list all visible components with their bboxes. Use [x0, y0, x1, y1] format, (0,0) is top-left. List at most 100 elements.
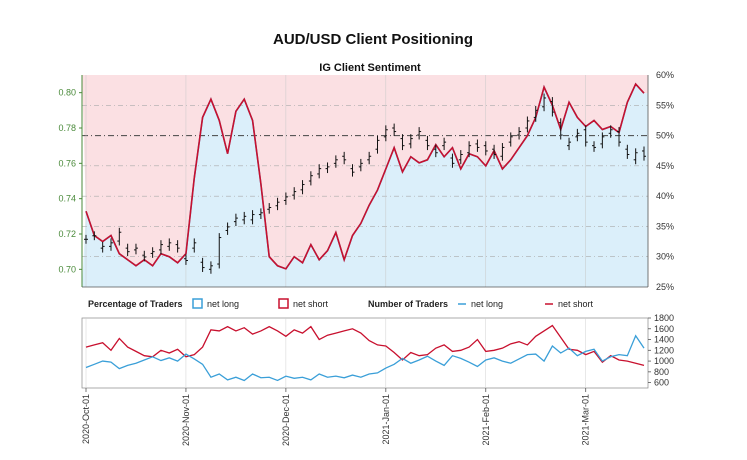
price-bar [542, 93, 547, 112]
price-bar [442, 137, 447, 151]
price-bar [508, 132, 513, 147]
price-bar [367, 151, 372, 165]
legend-net-short-swatch [278, 298, 289, 309]
price-bar [250, 210, 255, 225]
price-bar [142, 250, 147, 262]
price-bar [150, 247, 155, 258]
price-bar [125, 243, 130, 257]
price-bar [417, 127, 422, 140]
net-short-traders-line [85, 324, 645, 367]
price-bar [92, 231, 97, 241]
legend-pct-heading: Percentage of Traders [88, 299, 183, 309]
price-bar [500, 143, 505, 161]
price-bar [575, 128, 580, 142]
legend-count-long-label: net long [471, 299, 503, 309]
chart-subtitle: IG Client Sentiment [319, 62, 421, 74]
price-bar [642, 146, 646, 161]
price-bar [517, 127, 522, 140]
percent-tick-label: 50% [656, 131, 674, 141]
price-bar [183, 254, 188, 265]
price-tick-label: 0.74 [58, 194, 76, 204]
percent-tick-label: 35% [656, 221, 674, 231]
net-short-fill [82, 75, 648, 269]
price-bar [383, 125, 388, 142]
price-bar [300, 180, 305, 195]
net-short-pct-line [85, 82, 645, 270]
percent-tick-label: 55% [656, 100, 674, 110]
price-bar [492, 144, 497, 159]
traders-tick-label: 1600 [654, 324, 674, 334]
percent-tick-label: 60% [656, 70, 674, 80]
price-bar [225, 222, 230, 235]
price-bar [583, 125, 588, 147]
price-bar [283, 192, 288, 205]
price-bar [400, 134, 405, 151]
date-tick-label: 2020-Dec-01 [281, 394, 291, 446]
date-tick-label: 2021-Jan-01 [381, 394, 391, 445]
price-bar [533, 105, 538, 122]
legend-count-heading: Number of Traders [368, 299, 448, 309]
date-tick-label: 2020-Oct-01 [81, 394, 91, 444]
net-long-fill [82, 84, 648, 287]
price-bar [233, 213, 238, 227]
price-bar [292, 187, 297, 200]
price-bar [550, 97, 555, 117]
legend-net-long-label: net long [207, 299, 239, 309]
price-bar [392, 123, 397, 136]
price-bar [308, 171, 313, 186]
price-bar [342, 151, 347, 165]
chart-title: AUD/USD Client Positioning [273, 31, 473, 48]
price-bar [525, 116, 530, 133]
price-bar [608, 125, 613, 138]
price-bar [200, 257, 205, 272]
date-axis: 2020-Oct-01 2020-Nov-01 2020-Dec-01 2021-Ja… [81, 388, 591, 446]
price-bar [483, 141, 488, 156]
price-bar [600, 132, 605, 149]
price-bar [325, 162, 330, 174]
price-bar [467, 141, 472, 158]
date-tick-label: 2021-Feb-01 [481, 394, 491, 446]
price-bar [208, 261, 213, 274]
price-tick-label: 0.78 [58, 123, 76, 133]
price-bar [592, 141, 597, 152]
sentiment-panel: 25% 30% 35% 40% 45% 50% 55% 60% 0.70 0.72 0.74 0.76… [58, 70, 674, 292]
traders-tick-label: 1800 [654, 313, 674, 323]
date-tick-label: 2020-Nov-01 [181, 394, 191, 446]
traders-tick-label: 800 [654, 367, 669, 377]
price-bar [267, 203, 272, 214]
traders-tick-label: 1000 [654, 356, 674, 366]
traders-tick-label: 1400 [654, 335, 674, 345]
price-bar [567, 137, 572, 151]
price-tick-label: 0.80 [58, 88, 76, 98]
price-bar [633, 148, 638, 165]
price-bar [450, 153, 455, 168]
price-bar [133, 243, 138, 255]
price-bar [167, 238, 172, 251]
price-bar [558, 118, 563, 140]
price-bar [117, 227, 122, 246]
price-bar [192, 238, 197, 253]
price-bar [258, 208, 263, 219]
percent-tick-label: 45% [656, 161, 674, 171]
legend-net-long-swatch [192, 298, 203, 309]
price-tick-label: 0.70 [58, 264, 76, 274]
price-bar [242, 211, 247, 225]
price-bar [217, 233, 222, 269]
price-bar [175, 240, 180, 253]
price-bar [108, 238, 113, 251]
price-bar [84, 234, 88, 244]
price-bar [475, 139, 480, 152]
price-bar [333, 155, 338, 168]
percent-tick-label: 30% [656, 252, 674, 262]
net-long-traders-line [85, 334, 645, 382]
traders-tick-label: 1200 [654, 345, 674, 355]
traders-plot-area [81, 317, 649, 389]
price-bar [350, 164, 355, 177]
price-bar [408, 134, 413, 149]
price-bar [375, 135, 380, 154]
price-bar [100, 241, 105, 253]
legend-net-short-label: net short [293, 299, 329, 309]
price-bar [458, 150, 463, 165]
